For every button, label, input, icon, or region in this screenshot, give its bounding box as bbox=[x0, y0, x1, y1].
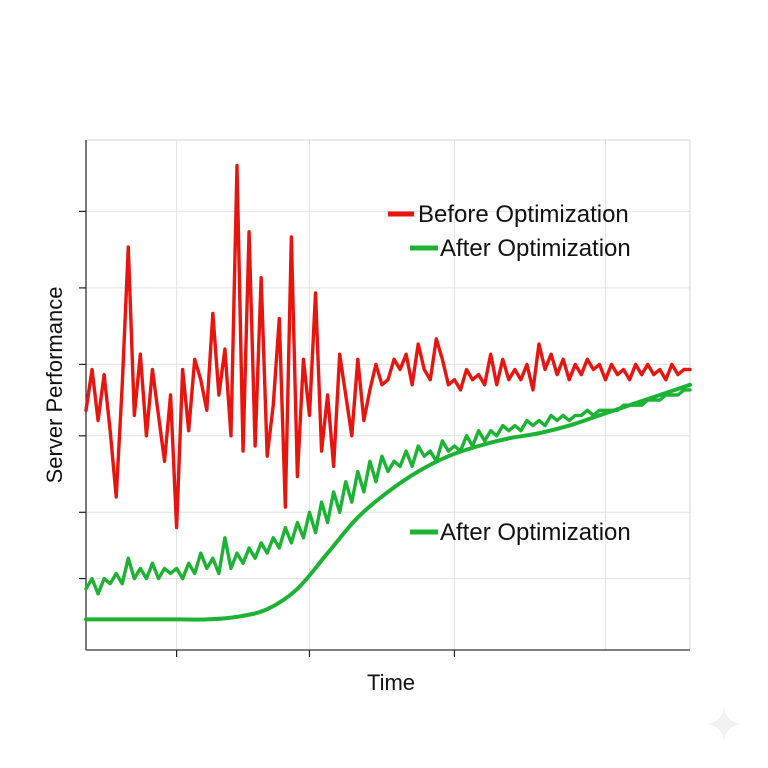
series-line-after-optimization-noisy bbox=[84, 388, 692, 596]
axis-ticks bbox=[79, 210, 456, 657]
y-axis-label: Server Performance bbox=[42, 287, 67, 484]
annotation-label: After Optimization bbox=[440, 519, 631, 546]
series-group bbox=[84, 163, 692, 622]
legend-label-before: Before Optimization bbox=[418, 201, 629, 228]
annotation: After Optimization bbox=[410, 519, 631, 546]
legend: Before Optimization After Optimization bbox=[388, 201, 631, 262]
legend-label-after: After Optimization bbox=[440, 235, 631, 262]
x-axis-label: Time bbox=[367, 670, 415, 695]
grid bbox=[86, 140, 690, 650]
series-line-after-optimization-smooth bbox=[84, 382, 692, 622]
series-line-before-optimization-jagged bbox=[84, 163, 692, 530]
sparkle-icon bbox=[704, 704, 744, 744]
